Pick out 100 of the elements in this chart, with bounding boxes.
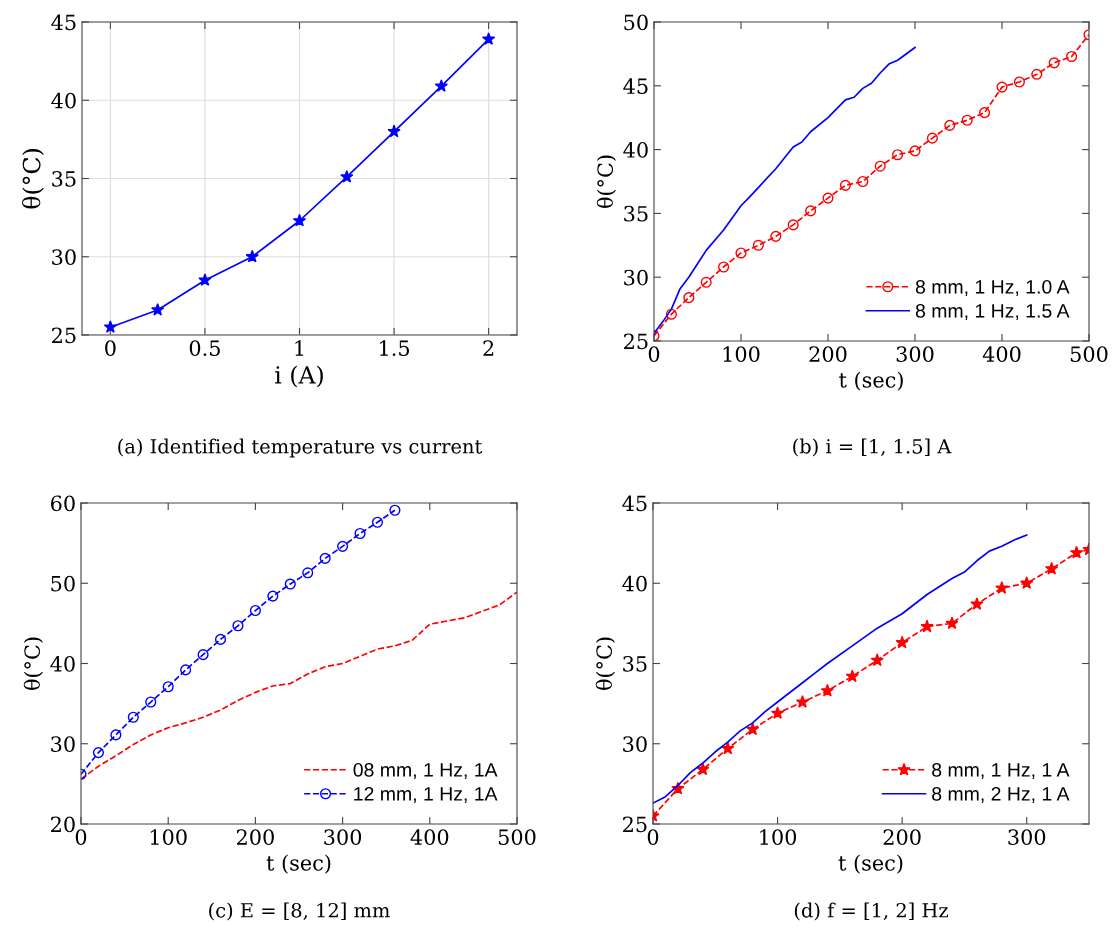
point xyxy=(249,604,261,617)
point xyxy=(284,578,296,590)
x-axis-title: t (sec) xyxy=(839,371,903,391)
point xyxy=(319,552,331,564)
point xyxy=(700,276,712,288)
point xyxy=(746,722,760,736)
point xyxy=(127,711,139,723)
point xyxy=(198,273,212,286)
y-tick-label: 35 xyxy=(624,205,648,222)
point xyxy=(292,213,307,227)
y-tick-label: 40 xyxy=(51,92,76,109)
point xyxy=(892,149,904,161)
point xyxy=(944,119,956,131)
y-tick-label: 35 xyxy=(52,170,76,187)
point xyxy=(180,664,192,676)
point xyxy=(683,292,695,304)
point xyxy=(857,175,869,188)
text: (c) E = [8, 12] mm xyxy=(209,902,390,921)
point xyxy=(232,620,244,632)
x-tick-label: 0 xyxy=(105,340,116,356)
y-tick-label: 45 xyxy=(51,14,76,31)
point xyxy=(752,239,764,251)
legend-label: 8 mm, 1 Hz, 1.0 A xyxy=(915,279,1070,297)
point xyxy=(665,308,677,320)
point xyxy=(145,696,157,708)
point xyxy=(151,303,165,316)
point xyxy=(996,81,1008,93)
point xyxy=(340,169,354,183)
x-tick-label: 100 xyxy=(760,829,797,845)
point xyxy=(103,320,118,333)
point xyxy=(696,762,710,776)
point xyxy=(920,619,934,633)
x-tick-label: 500 xyxy=(498,829,536,845)
x-tick-label: 300 xyxy=(324,829,362,845)
y-tick-label: 40 xyxy=(50,655,75,672)
point xyxy=(1048,57,1060,69)
x-tick-label: 1.5 xyxy=(380,340,410,356)
legend-label: 8 mm, 2 Hz, 1 A xyxy=(932,786,1070,804)
point xyxy=(387,124,401,138)
x-tick-label: 0 xyxy=(75,829,87,845)
y-tick-label: 25 xyxy=(624,333,648,350)
y-tick-label: 40 xyxy=(622,575,647,592)
point xyxy=(434,79,448,92)
point xyxy=(839,179,851,191)
y-axis-title: θ(°C) xyxy=(23,637,43,691)
text: (b) i = [1, 1.5] A xyxy=(793,438,952,457)
point xyxy=(267,590,279,602)
legend-label: 8 mm, 1 Hz, 1 A xyxy=(932,762,1070,780)
point xyxy=(1069,545,1084,559)
point xyxy=(162,681,174,693)
legend-label: 8 mm, 1 Hz, 1.5 A xyxy=(915,303,1070,321)
point xyxy=(718,261,730,273)
point xyxy=(1044,561,1059,575)
x-tick-label: 300 xyxy=(1008,829,1046,845)
legend-label: 12 mm, 1 Hz, 1A xyxy=(354,786,498,804)
point xyxy=(970,597,984,610)
x-axis-title: i (A) xyxy=(275,365,323,388)
point xyxy=(337,540,349,552)
point xyxy=(770,230,782,242)
x-tick-label: 200 xyxy=(236,829,274,845)
point xyxy=(110,729,122,741)
point xyxy=(822,192,834,204)
y-tick-label: 20 xyxy=(51,816,75,833)
x-tick-label: 200 xyxy=(809,346,847,362)
x-axis-title: t (sec) xyxy=(266,854,331,874)
point xyxy=(214,633,227,645)
y-tick-label: 30 xyxy=(624,269,648,286)
x-tick-label: 400 xyxy=(982,346,1021,362)
point xyxy=(787,219,799,231)
y-axis-title: θ(°C) xyxy=(21,149,44,209)
x-tick-label: 100 xyxy=(723,346,760,362)
y-tick-label: 50 xyxy=(51,575,75,592)
point xyxy=(245,249,259,263)
point xyxy=(995,581,1009,594)
point xyxy=(870,653,884,667)
point xyxy=(805,205,817,217)
x-tick-label: 500 xyxy=(1070,346,1108,362)
point xyxy=(770,706,785,720)
x-tick-label: 100 xyxy=(150,829,187,845)
point xyxy=(926,132,938,144)
y-tick-label: 40 xyxy=(623,142,648,158)
point xyxy=(735,247,747,259)
point xyxy=(1013,76,1025,88)
point xyxy=(895,635,909,649)
y-tick-label: 45 xyxy=(622,495,647,512)
point xyxy=(845,669,859,683)
line-series xyxy=(81,591,517,780)
y-tick-label: 30 xyxy=(52,249,76,265)
x-tick-label: 300 xyxy=(896,346,934,362)
text: (d) f = [1, 2] Hz xyxy=(794,902,948,921)
legend-label: 08 mm, 1 Hz, 1A xyxy=(353,762,498,780)
point xyxy=(979,107,991,119)
y-tick-label: 30 xyxy=(623,736,647,752)
y-axis-title: θ(°C) xyxy=(596,155,616,209)
point xyxy=(1020,576,1034,590)
y-tick-label: 25 xyxy=(52,327,76,344)
point xyxy=(961,114,973,126)
x-tick-label: 200 xyxy=(883,829,921,845)
point xyxy=(354,527,366,540)
x-tick-label: 400 xyxy=(410,829,449,845)
